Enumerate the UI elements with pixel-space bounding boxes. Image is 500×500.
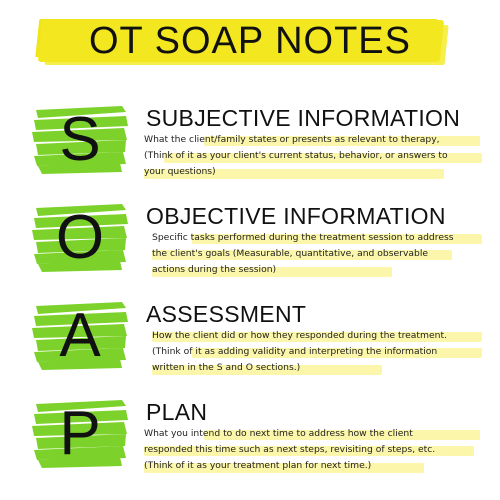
section-subjective: S SUBJECTIVE INFORMATION What the client… xyxy=(0,92,500,192)
description-line: What you intend to do next time to addre… xyxy=(144,428,413,439)
section-heading: PLAN xyxy=(146,399,208,425)
description-line: the client's goals (Measurable, quantita… xyxy=(152,248,429,259)
soap-letter: O xyxy=(55,203,105,272)
soap-letter: P xyxy=(59,399,101,468)
section-heading: ASSESSMENT xyxy=(146,301,307,327)
section-assessment: A ASSESSMENT How the client did or how t… xyxy=(0,288,500,388)
description-line: your questions) xyxy=(144,166,216,177)
soap-letter: S xyxy=(59,105,101,174)
description-line: How the client did or how they responded… xyxy=(152,330,447,341)
brush-stroke-icon xyxy=(30,394,130,474)
brush-stroke-icon xyxy=(30,100,130,180)
brush-stroke-icon xyxy=(30,296,130,376)
section-description: Specific tasks performed during the trea… xyxy=(152,230,484,278)
description-line: (Think of it as your client's current st… xyxy=(144,150,448,161)
section-description: What the client/family states or present… xyxy=(144,132,484,180)
section-description: How the client did or how they responded… xyxy=(152,328,484,376)
brush-stroke-icon xyxy=(30,198,130,278)
section-heading: OBJECTIVE INFORMATION xyxy=(146,203,446,229)
description-line: responded this time such as next steps, … xyxy=(144,444,436,455)
section-heading: SUBJECTIVE INFORMATION xyxy=(146,105,461,131)
section-plan: P PLAN What you intend to do next time t… xyxy=(0,386,500,486)
section-description: What you intend to do next time to addre… xyxy=(144,426,484,474)
description-line: actions during the session) xyxy=(152,264,277,275)
description-line: written in the S and O sections.) xyxy=(152,362,301,373)
soap-letter: A xyxy=(59,301,101,370)
section-objective: O OBJECTIVE INFORMATION Specific tasks p… xyxy=(0,190,500,290)
description-line: (Think of it as adding validity and inte… xyxy=(152,346,438,357)
description-line: (Think of it as your treatment plan for … xyxy=(144,460,372,471)
description-line: Specific tasks performed during the trea… xyxy=(152,232,454,243)
description-line: What the client/family states or present… xyxy=(144,134,440,145)
page-title: OT SOAP NOTES xyxy=(88,20,411,62)
